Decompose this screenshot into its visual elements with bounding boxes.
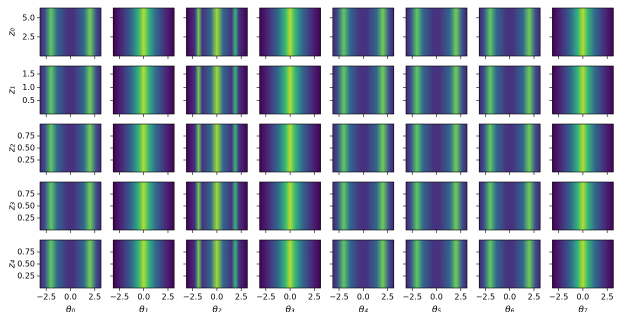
x-tick-label: 0.0 [64, 293, 77, 302]
heatmap-panel [332, 65, 395, 115]
heatmap-panel [478, 65, 541, 115]
x-axis-label: θ₇ [578, 306, 588, 312]
x-tick-label: 0.0 [284, 293, 297, 302]
heatmap-panel [552, 65, 614, 115]
y-axis-label: z₂ [8, 143, 18, 153]
x-tick-label: −2.5 [36, 293, 55, 302]
y-tick-label: 0.25 [17, 214, 35, 223]
x-tick-label: 2.5 [381, 293, 394, 302]
x-tick-label: 0.0 [211, 293, 224, 302]
heatmap-panel [39, 65, 102, 115]
y-tick-label: 0.50 [17, 202, 35, 211]
x-tick-label: 2.5 [308, 293, 321, 302]
heatmap-panel [552, 7, 614, 57]
y-axis-label: z₀ [8, 27, 18, 37]
y-tick-label: 0.50 [17, 260, 35, 269]
heatmap-panel [186, 239, 248, 289]
y-tick-label: 0.50 [17, 144, 35, 153]
y-tick-label: 0.75 [17, 190, 35, 199]
y-axis-label: z₃ [8, 201, 18, 211]
heatmap-panel [552, 239, 614, 289]
x-tick-label: 0.0 [137, 293, 150, 302]
heatmap-panel [405, 65, 468, 115]
x-tick-label: 2.5 [528, 293, 541, 302]
heatmap-panel [405, 7, 468, 57]
y-tick-label: 1.0 [22, 83, 35, 92]
heatmap-panel [112, 181, 175, 231]
x-axis-label: θ₄ [359, 306, 369, 312]
heatmap-panel [405, 123, 468, 173]
heatmap-panel [552, 181, 614, 231]
heatmap-panel [112, 123, 175, 173]
heatmap-panel [405, 181, 468, 231]
y-tick-label: 2.5 [22, 32, 35, 41]
y-tick-label: 0.5 [22, 96, 35, 105]
x-tick-label: 0.0 [430, 293, 443, 302]
x-tick-label: −2.5 [549, 293, 568, 302]
x-tick-label: 2.5 [235, 293, 248, 302]
heatmap-panel [332, 239, 395, 289]
x-axis-label: θ₁ [139, 306, 149, 312]
heatmap-panel [405, 239, 468, 289]
heatmap-panel [332, 181, 395, 231]
heatmap-panel [186, 65, 248, 115]
x-tick-label: −2.5 [329, 293, 348, 302]
heatmap-panel [478, 239, 541, 289]
x-tick-label: 0.0 [577, 293, 590, 302]
x-axis-label: θ₅ [432, 306, 442, 312]
y-axis-label: z₁ [8, 85, 18, 95]
x-axis-label: θ₃ [286, 306, 296, 312]
heatmap-panel [39, 239, 102, 289]
heatmap-panel [259, 123, 321, 173]
heatmap-panel [259, 65, 321, 115]
heatmap-panel [39, 181, 102, 231]
heatmap-panel [259, 7, 321, 57]
heatmap-panel [112, 7, 175, 57]
y-tick-label: 0.75 [17, 132, 35, 141]
heatmap-panel [186, 123, 248, 173]
heatmap-panel [186, 181, 248, 231]
heatmap-panel [259, 239, 321, 289]
x-tick-label: −2.5 [183, 293, 202, 302]
heatmap-panel [332, 123, 395, 173]
heatmap-panel [478, 7, 541, 57]
x-tick-label: 2.5 [88, 293, 101, 302]
heatmap-panel [478, 123, 541, 173]
x-tick-label: 2.5 [601, 293, 614, 302]
heatmap-panel [39, 7, 102, 57]
y-tick-label: 0.25 [17, 156, 35, 165]
x-tick-label: −2.5 [402, 293, 421, 302]
y-tick-label: 0.25 [17, 272, 35, 281]
x-axis-label: θ₂ [212, 306, 222, 312]
x-tick-label: 0.0 [357, 293, 370, 302]
heatmap-panel [39, 123, 102, 173]
x-tick-label: 0.0 [503, 293, 516, 302]
x-axis-label: θ₆ [505, 306, 515, 312]
y-axis-label: z₄ [8, 259, 18, 269]
y-tick-label: 0.75 [17, 248, 35, 257]
x-axis-label: θ₀ [66, 306, 76, 312]
heatmap-panel [259, 181, 321, 231]
x-tick-label: 2.5 [454, 293, 467, 302]
heatmap-panel [478, 181, 541, 231]
x-tick-label: −2.5 [256, 293, 275, 302]
heatmap-panel [112, 65, 175, 115]
x-tick-label: 2.5 [162, 293, 175, 302]
heatmap-panel [186, 7, 248, 57]
heatmap-panel [332, 7, 395, 57]
y-tick-label: 5.0 [22, 13, 35, 22]
heatmap-panel [112, 239, 175, 289]
x-tick-label: −2.5 [110, 293, 129, 302]
y-tick-label: 1.5 [22, 70, 35, 79]
x-tick-label: −2.5 [476, 293, 495, 302]
heatmap-panel [552, 123, 614, 173]
